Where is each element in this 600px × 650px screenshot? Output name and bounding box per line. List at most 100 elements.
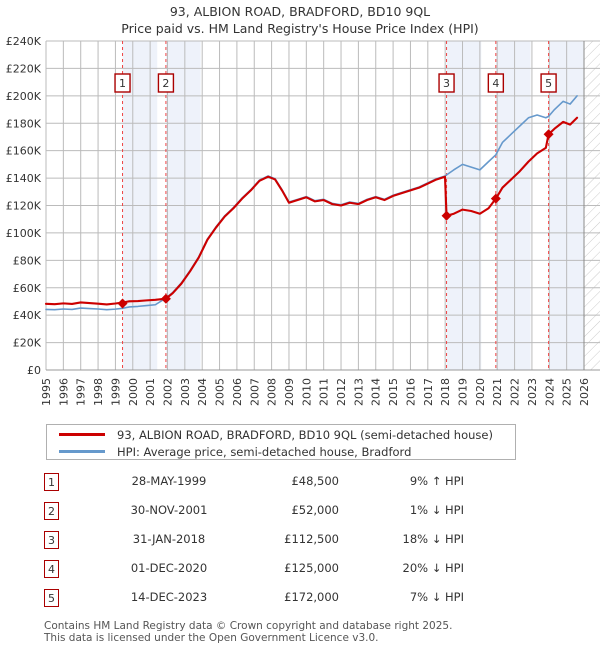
y-axis-tick-label: £0: [27, 364, 41, 377]
x-axis-tick-label: 2021: [491, 378, 504, 406]
legend-swatch-price: [59, 433, 105, 436]
x-axis-tick-label: 2023: [526, 378, 539, 406]
x-axis-tick-label: 2016: [404, 378, 417, 406]
x-axis-tick-label: 2025: [561, 378, 574, 406]
txn-date: 28-MAY-1999: [131, 474, 207, 488]
y-axis-tick-label: £40K: [13, 309, 42, 322]
txn-hpi-delta: 9% ↑ HPI: [409, 474, 464, 488]
x-axis-tick-label: 1998: [92, 378, 105, 406]
x-axis-tick-label: 1995: [40, 378, 53, 406]
marker-badge-4[interactable]: 4: [487, 73, 505, 93]
y-axis-tick-label: £20K: [13, 337, 42, 350]
table-row: 3 31-JAN-2018 £112,500 18% ↓ HPI: [44, 528, 524, 557]
x-axis-tick-label: 1997: [75, 378, 88, 406]
y-axis-tick-label: £120K: [6, 200, 42, 213]
x-axis-tick-label: 2011: [318, 378, 331, 406]
legend-swatch-hpi: [59, 450, 105, 453]
x-axis-tick-label: 2014: [370, 378, 383, 406]
y-axis-tick-label: £180K: [6, 117, 42, 130]
txn-badge: 3: [44, 531, 59, 549]
x-axis-tick-label: 1999: [109, 378, 122, 406]
marker-badge-3[interactable]: 3: [438, 73, 455, 93]
x-axis-tick-label: 2012: [335, 378, 348, 406]
marker-badge-2[interactable]: 2: [157, 73, 175, 93]
x-axis-tick-label: 2017: [422, 378, 435, 406]
legend-item-hpi: HPI: Average price, semi-detached house,…: [47, 443, 515, 460]
x-axis-tick-label: 2018: [439, 378, 452, 406]
chart-legend: 93, ALBION ROAD, BRADFORD, BD10 9QL (sem…: [46, 424, 516, 460]
page-title: 93, ALBION ROAD, BRADFORD, BD10 9QL: [169, 4, 431, 19]
svg-text:2: 2: [162, 77, 169, 90]
y-axis-tick-label: £100K: [6, 227, 42, 240]
legend-label-hpi: HPI: Average price, semi-detached house,…: [117, 444, 412, 459]
txn-badge: 5: [44, 589, 59, 607]
table-row: 5 14-DEC-2023 £172,000 7% ↓ HPI: [44, 586, 524, 615]
txn-date: 31-JAN-2018: [132, 532, 206, 546]
x-axis-tick-label: 2026: [578, 378, 591, 406]
y-axis-tick-label: £240K: [6, 35, 42, 48]
x-axis-tick-label: 2009: [283, 378, 296, 406]
x-axis-tick-label: 2001: [144, 378, 157, 406]
x-axis-tick-label: 2006: [231, 378, 244, 406]
x-axis-tick-label: 2010: [300, 378, 313, 406]
txn-date: 14-DEC-2023: [130, 590, 208, 604]
txn-hpi-delta: 20% ↓ HPI: [402, 561, 464, 575]
y-axis-tick-label: £200K: [6, 90, 42, 103]
txn-badge: 1: [44, 473, 59, 491]
page-subtitle: Price paid vs. HM Land Registry's House …: [121, 21, 479, 36]
txn-badge: 4: [44, 560, 59, 578]
x-axis-tick-label: 2007: [248, 378, 261, 406]
transaction-marker-5[interactable]: [543, 129, 554, 140]
x-axis-tick-label: 2015: [387, 378, 400, 406]
x-axis-tick-label: 2005: [214, 378, 227, 406]
chart-title-block: 93, ALBION ROAD, BRADFORD, BD10 9QL Pric…: [0, 4, 600, 37]
transaction-marker-3[interactable]: [441, 210, 452, 221]
txn-hpi-delta: 18% ↓ HPI: [402, 532, 464, 546]
marker-badge-1[interactable]: 1: [114, 73, 131, 93]
txn-hpi-delta: 1% ↓ HPI: [409, 503, 464, 517]
table-row: 4 01-DEC-2020 £125,000 20% ↓ HPI: [44, 557, 524, 586]
price-history-chart: £0 £20K £40K £60K £80K £100K £120K £140K £160K £1…: [6, 35, 600, 406]
svg-text:5: 5: [545, 77, 552, 90]
transaction-marker-4[interactable]: [490, 193, 501, 204]
table-row: 2 30-NOV-2001 £52,000 1% ↓ HPI: [44, 499, 524, 528]
txn-hpi-delta: 7% ↓ HPI: [409, 590, 464, 604]
legend-item-price: 93, ALBION ROAD, BRADFORD, BD10 9QL (sem…: [47, 426, 515, 443]
x-axis-tick-label: 2002: [161, 378, 174, 406]
txn-price: £125,000: [284, 561, 339, 575]
x-axis-tick-label: 2004: [196, 378, 209, 406]
x-axis-tick-label: 2019: [457, 378, 470, 406]
x-axis-tick-label: 2000: [127, 378, 140, 406]
svg-text:3: 3: [443, 77, 450, 90]
x-axis-tick-label: 2020: [474, 378, 487, 406]
marker-badge-5[interactable]: 5: [540, 73, 557, 93]
transaction-marker-1[interactable]: [117, 298, 128, 309]
x-axis-tick-label: 1996: [57, 378, 70, 406]
y-axis-tick-label: £160K: [6, 145, 42, 158]
legend-label-price: 93, ALBION ROAD, BRADFORD, BD10 9QL (sem…: [117, 427, 493, 442]
txn-price: £112,500: [284, 532, 339, 546]
transactions-table: 1 28-MAY-1999 £48,500 9% ↑ HPI 2 30-NOV-…: [44, 470, 524, 615]
x-axis-tick-label: 2003: [179, 378, 192, 406]
y-axis-tick-label: £80K: [13, 254, 42, 267]
table-row: 1 28-MAY-1999 £48,500 9% ↑ HPI: [44, 470, 524, 499]
x-axis-tick-label: 2022: [509, 378, 522, 406]
txn-badge: 2: [44, 502, 59, 520]
x-axis-tick-label: 2013: [352, 378, 365, 406]
y-axis-tick-label: £60K: [13, 282, 42, 295]
txn-price: £52,000: [291, 503, 339, 517]
transaction-marker-2[interactable]: [160, 293, 171, 304]
footer-line-2: This data is licensed under the Open Gov…: [44, 632, 379, 644]
txn-date: 01-DEC-2020: [130, 561, 208, 575]
txn-date: 30-NOV-2001: [130, 503, 208, 517]
x-axis-tick-label: 2024: [543, 378, 556, 406]
copyright-footer: Contains HM Land Registry data © Crown c…: [44, 620, 584, 644]
txn-price: £172,000: [284, 590, 339, 604]
x-axis-tick-label: 2008: [266, 378, 279, 406]
y-axis-tick-label: £140K: [6, 172, 42, 185]
footer-line-1: Contains HM Land Registry data © Crown c…: [44, 620, 453, 632]
y-axis-tick-label: £220K: [6, 62, 42, 75]
svg-text:1: 1: [119, 77, 126, 90]
svg-text:4: 4: [492, 77, 499, 90]
txn-price: £48,500: [291, 474, 339, 488]
